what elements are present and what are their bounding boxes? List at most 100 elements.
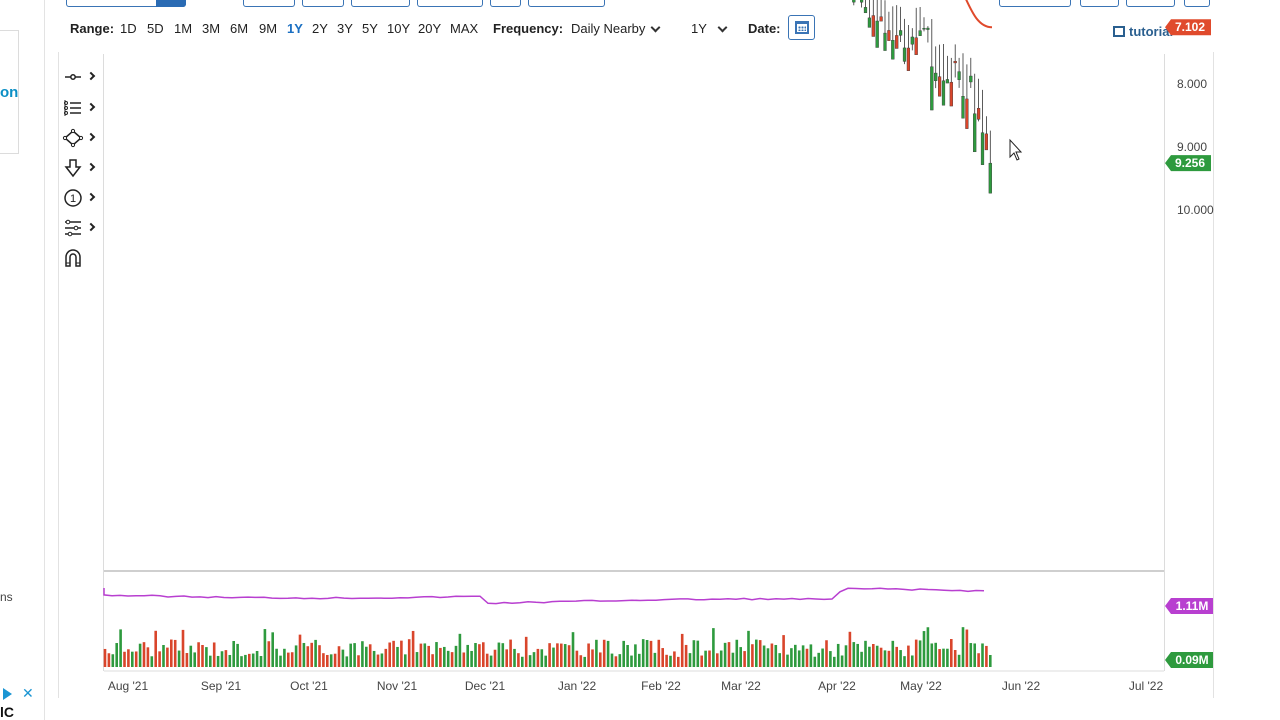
text-tool[interactable]	[60, 97, 100, 119]
top-button[interactable]	[1184, 0, 1210, 7]
volume-bar	[688, 653, 692, 667]
volume-bar	[166, 647, 169, 667]
volume-bar	[727, 642, 731, 667]
volume-bar	[950, 639, 953, 667]
volume-bar	[649, 640, 653, 667]
top-button[interactable]	[1126, 0, 1175, 7]
fib-tool[interactable]	[60, 217, 100, 239]
range-5d[interactable]: 5D	[147, 21, 164, 36]
range-1d[interactable]: 1D	[120, 21, 137, 36]
volume-bar	[704, 650, 707, 667]
volume-bar	[739, 647, 742, 667]
volume-bar	[162, 645, 165, 667]
candle-body	[941, 80, 946, 106]
volume-bar	[212, 642, 216, 667]
top-button[interactable]	[528, 0, 605, 7]
range-10y[interactable]: 10Y	[387, 21, 411, 36]
volume-bar	[275, 648, 278, 667]
date-picker-button[interactable]	[788, 15, 815, 40]
volume-bar	[396, 646, 399, 667]
top-button[interactable]	[1080, 0, 1119, 7]
candle-body	[926, 27, 930, 30]
range-20y[interactable]: 20Y	[418, 21, 442, 36]
volume-bar	[474, 643, 477, 667]
volume-bar	[337, 646, 341, 667]
range-1m[interactable]: 1M	[174, 21, 193, 36]
volume-bar	[322, 653, 325, 667]
volume-bar	[404, 654, 407, 667]
top-button[interactable]	[490, 0, 521, 7]
candle-body	[965, 98, 969, 129]
price-marker-tag	[1165, 155, 1211, 172]
volume-bar	[665, 654, 668, 667]
volume-bar	[762, 645, 766, 667]
volume-bar	[989, 655, 992, 667]
volume-marker-label: 1.11M	[1176, 599, 1209, 613]
volume-bar	[965, 629, 969, 667]
volume-bar	[946, 648, 949, 667]
volume-bar	[384, 648, 388, 667]
magnet-tool[interactable]	[60, 247, 100, 269]
crosshair-tool[interactable]	[60, 66, 100, 88]
volume-bar	[606, 640, 610, 667]
volume-bar	[103, 648, 107, 667]
volume-bar	[922, 631, 926, 667]
shape-icon	[62, 128, 84, 148]
top-button[interactable]	[417, 0, 483, 7]
arrow-tool[interactable]	[60, 157, 100, 179]
price-tick-label: 8.000	[1177, 77, 1207, 91]
counter-tool[interactable]: 1	[60, 187, 100, 209]
volume-bar	[563, 644, 567, 667]
range-3y[interactable]: 3Y	[337, 21, 353, 36]
tutorial-link[interactable]: tutorial	[1113, 24, 1173, 39]
volume-bar	[879, 647, 883, 667]
volume-bar	[368, 644, 372, 667]
range-2y[interactable]: 2Y	[312, 21, 328, 36]
period-select[interactable]: 1Y	[691, 21, 728, 36]
volume-bar	[189, 645, 193, 667]
time-tick-label: Feb '22	[641, 679, 681, 693]
ad-close-icon[interactable]: ✕	[22, 685, 34, 701]
volume-bar	[872, 644, 875, 667]
range-max[interactable]: MAX	[450, 21, 479, 36]
volume-bar	[513, 648, 516, 667]
shape-tool[interactable]	[60, 127, 100, 149]
volume-bar	[852, 642, 856, 667]
volume-bar	[197, 642, 200, 667]
volume-bar	[680, 633, 684, 667]
top-button[interactable]	[302, 0, 344, 7]
volume-bar	[298, 634, 302, 667]
volume-bar	[493, 649, 497, 667]
film-icon	[1113, 26, 1125, 37]
top-button[interactable]	[999, 0, 1071, 7]
volume-bar	[142, 642, 146, 667]
range-1y[interactable]: 1Y	[287, 21, 303, 36]
volume-bar	[540, 649, 544, 667]
ad-choices-icon[interactable]	[3, 688, 12, 700]
open-interest-line	[103, 587, 985, 605]
time-tick-label: Oct '21	[290, 679, 328, 693]
volume-bar	[579, 655, 583, 667]
top-button[interactable]	[243, 0, 295, 7]
volume-marker-tag	[1165, 598, 1213, 614]
volume-bar	[497, 642, 501, 667]
volume-bar	[127, 649, 130, 667]
volume-bar	[770, 643, 774, 667]
range-5y[interactable]: 5Y	[362, 21, 378, 36]
volume-bar	[856, 643, 859, 667]
volume-bar	[509, 639, 512, 667]
range-6m[interactable]: 6M	[230, 21, 249, 36]
volume-bar	[899, 650, 902, 667]
search-button[interactable]	[156, 0, 186, 7]
volume-bar	[326, 654, 329, 667]
crosshair-icon	[65, 74, 81, 80]
top-button[interactable]	[351, 0, 410, 7]
frequency-select[interactable]: Daily Nearby	[571, 21, 661, 36]
volume-bar	[817, 652, 820, 667]
range-9m[interactable]: 9M	[259, 21, 278, 36]
left-text-fragment: ns	[0, 590, 13, 604]
candle-body	[980, 132, 985, 165]
candle-body	[957, 71, 961, 80]
range-3m[interactable]: 3M	[202, 21, 221, 36]
